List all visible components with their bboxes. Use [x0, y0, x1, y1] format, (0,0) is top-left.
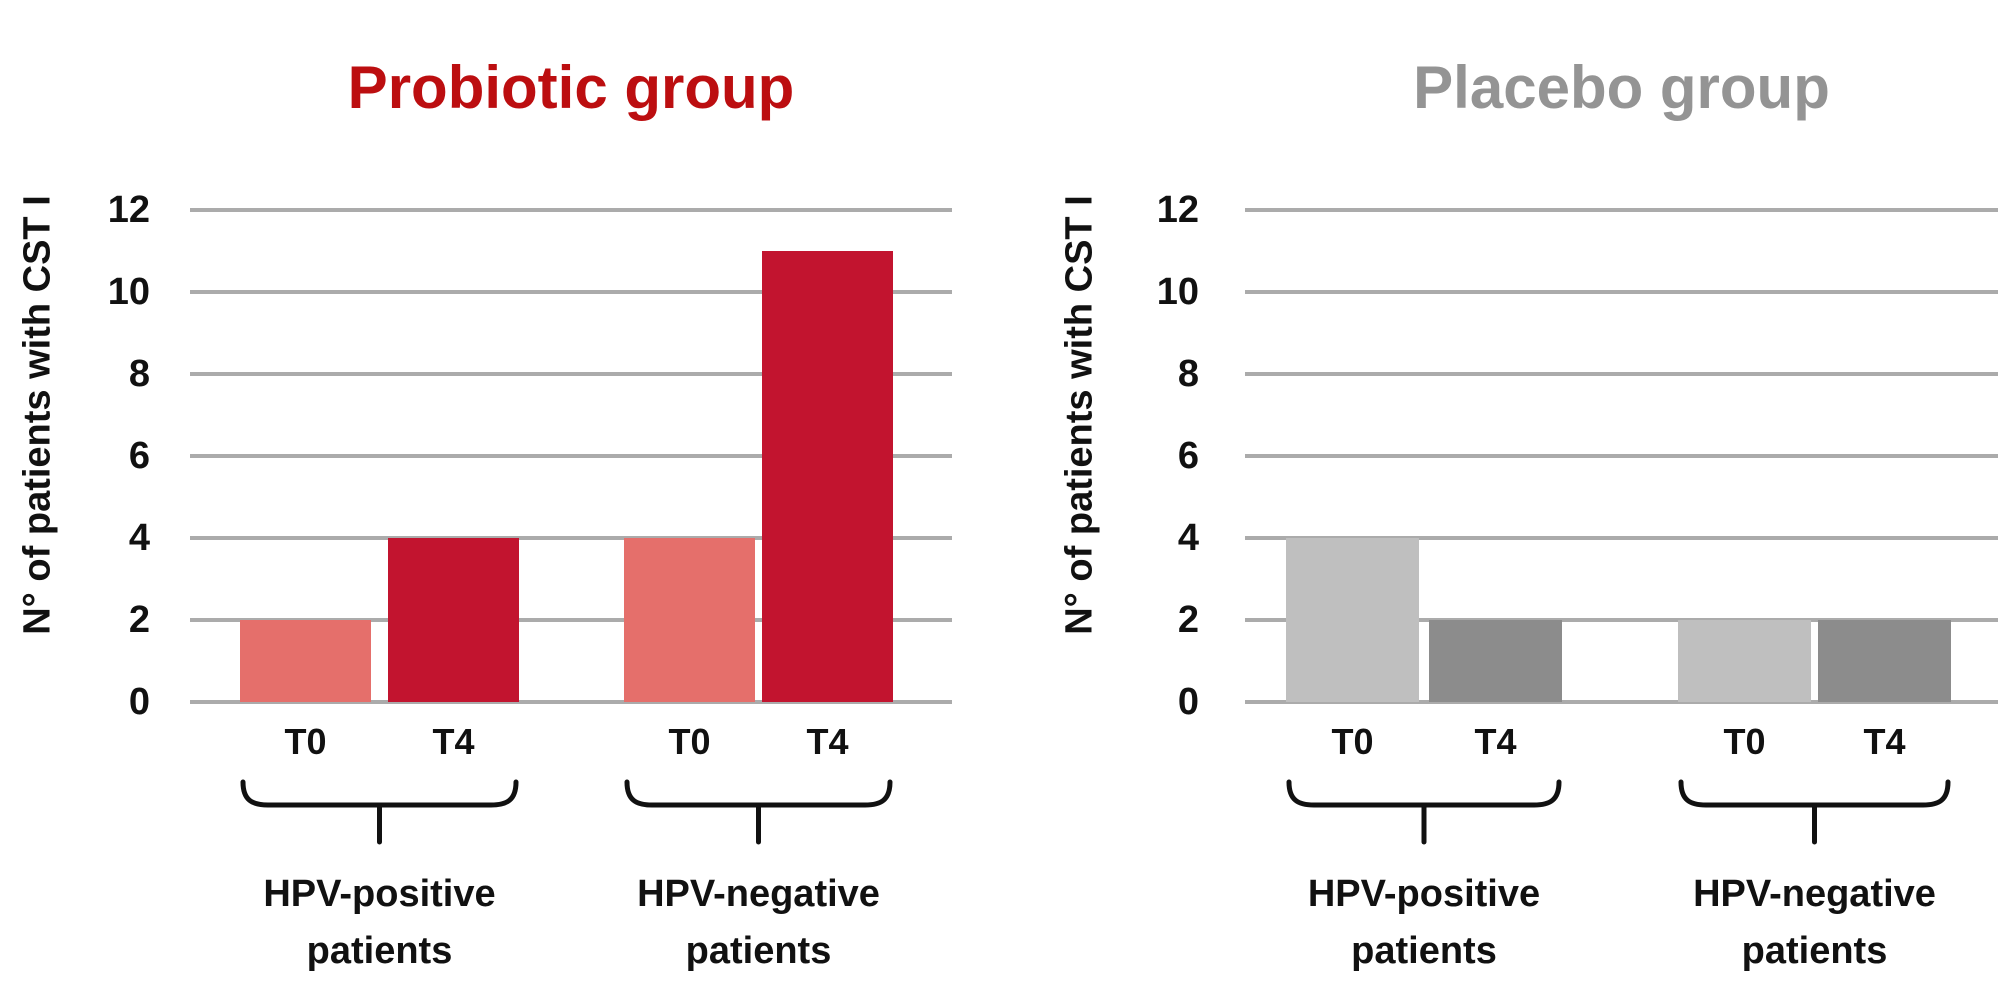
y-tick-label: 0: [128, 681, 150, 723]
gridline: [190, 290, 952, 294]
gridline: [1245, 618, 1998, 622]
plot-area: [190, 208, 952, 704]
bar-t4-hpv-positive: [388, 538, 519, 702]
gridline: [190, 536, 952, 540]
gridline: [1245, 372, 1998, 376]
y-tick-label: 2: [1177, 599, 1199, 641]
bar-axis-label: T4: [1863, 721, 1906, 762]
group-label: HPV-negative patients: [637, 873, 880, 972]
bar-t0-hpv-negative: [1678, 620, 1811, 702]
y-axis-label: N° of patients with CST I: [16, 195, 59, 635]
bar-axis-label: T4: [806, 721, 849, 762]
y-tick-label: 10: [107, 271, 150, 313]
gridline: [1245, 290, 1998, 294]
chart-title: Probiotic group: [347, 53, 795, 121]
bar-t0-hpv-positive: [240, 620, 371, 702]
bar-axis-label: T0: [668, 721, 711, 762]
chart-placebo-group: Placebo group N° of patients with CST I …: [1004, 0, 2008, 994]
gridline: [190, 454, 952, 458]
group-label: HPV-positive patients: [263, 873, 496, 972]
group-brace: [1678, 779, 1951, 845]
y-tick-label: 12: [107, 189, 150, 231]
gridline: [1245, 700, 1998, 704]
group-label: HPV-negative patients: [1693, 873, 1936, 972]
group-brace: [624, 779, 893, 845]
bar-t4-hpv-negative: [762, 251, 893, 702]
plot-area: [1245, 208, 1998, 704]
gridline: [1245, 454, 1998, 458]
gridline: [190, 208, 952, 212]
y-tick-label: 12: [1156, 189, 1199, 231]
y-tick-label: 8: [128, 353, 150, 395]
y-tick-label: 8: [1177, 353, 1199, 395]
gridline: [190, 700, 952, 704]
bar-axis-label: T0: [1331, 721, 1374, 762]
y-tick-label: 0: [1177, 681, 1199, 723]
bar-t0-hpv-negative: [624, 538, 755, 702]
y-tick-label: 6: [128, 435, 150, 477]
bar-axis-label: T0: [1723, 721, 1766, 762]
chart-title: Placebo group: [1413, 53, 1830, 121]
y-tick-label: 10: [1156, 271, 1199, 313]
group-brace: [240, 779, 519, 845]
bar-axis-label: T4: [1474, 721, 1517, 762]
bar-t4-hpv-negative: [1818, 620, 1951, 702]
gridline: [190, 618, 952, 622]
gridline: [190, 372, 952, 376]
y-axis-label: N° of patients with CST I: [1058, 195, 1101, 635]
group-brace: [1286, 779, 1562, 845]
group-label: HPV-positive patients: [1307, 873, 1541, 972]
bar-t4-hpv-positive: [1429, 620, 1562, 702]
y-tick-label: 4: [128, 517, 150, 559]
chart-probiotic-group: Probiotic group N° of patients with CST …: [16, 53, 952, 972]
y-tick-label: 6: [1177, 435, 1199, 477]
y-tick-label: 2: [128, 599, 150, 641]
gridline: [1245, 536, 1998, 540]
y-tick-label: 4: [1177, 517, 1199, 559]
bar-axis-label: T0: [284, 721, 327, 762]
bar-axis-label: T4: [432, 721, 475, 762]
gridline: [1245, 208, 1998, 212]
bar-t0-hpv-positive: [1286, 538, 1419, 702]
